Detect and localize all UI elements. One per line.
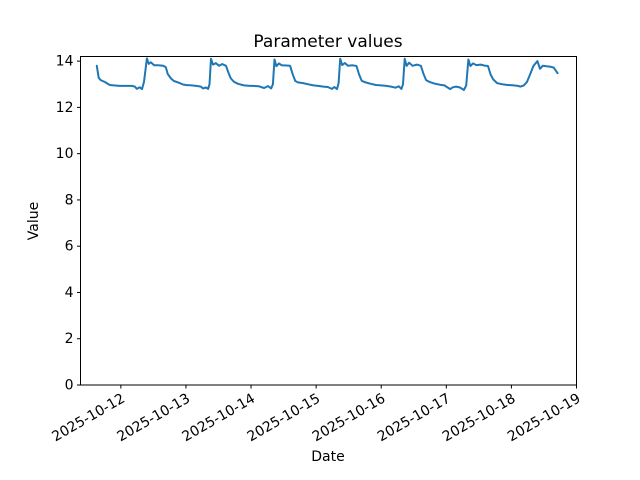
- x-tick-label: 2025-10-12: [49, 391, 127, 446]
- x-tick-label: 2025-10-19: [505, 391, 583, 446]
- y-tick-label: 4: [65, 285, 74, 301]
- y-tick-label: 14: [56, 54, 74, 70]
- series-line-parameter-values: [95, 57, 559, 91]
- y-axis: 0 2 4 6 8 10 12 14: [56, 54, 81, 394]
- x-axis: 2025-10-122025-10-132025-10-142025-10-15…: [49, 385, 584, 446]
- x-tick-label: 2025-10-17: [375, 391, 453, 446]
- x-axis-label: Date: [311, 449, 344, 465]
- y-tick-label: 0: [65, 378, 74, 394]
- x-tick-label: 2025-10-18: [440, 391, 518, 446]
- plot-border: [80, 56, 577, 386]
- x-tick-label: 2025-10-16: [310, 391, 389, 446]
- chart-title: Parameter values: [253, 32, 402, 52]
- y-tick-label: 8: [65, 192, 74, 208]
- y-axis-label: Value: [26, 202, 42, 240]
- x-tick-label: 2025-10-13: [114, 391, 192, 446]
- y-tick-label: 6: [65, 239, 74, 255]
- x-tick-label: 2025-10-14: [180, 391, 259, 446]
- y-tick-label: 12: [56, 100, 74, 116]
- y-tick-label: 10: [56, 146, 74, 162]
- y-tick-label: 2: [65, 331, 74, 347]
- x-tick-label: 2025-10-15: [245, 391, 323, 446]
